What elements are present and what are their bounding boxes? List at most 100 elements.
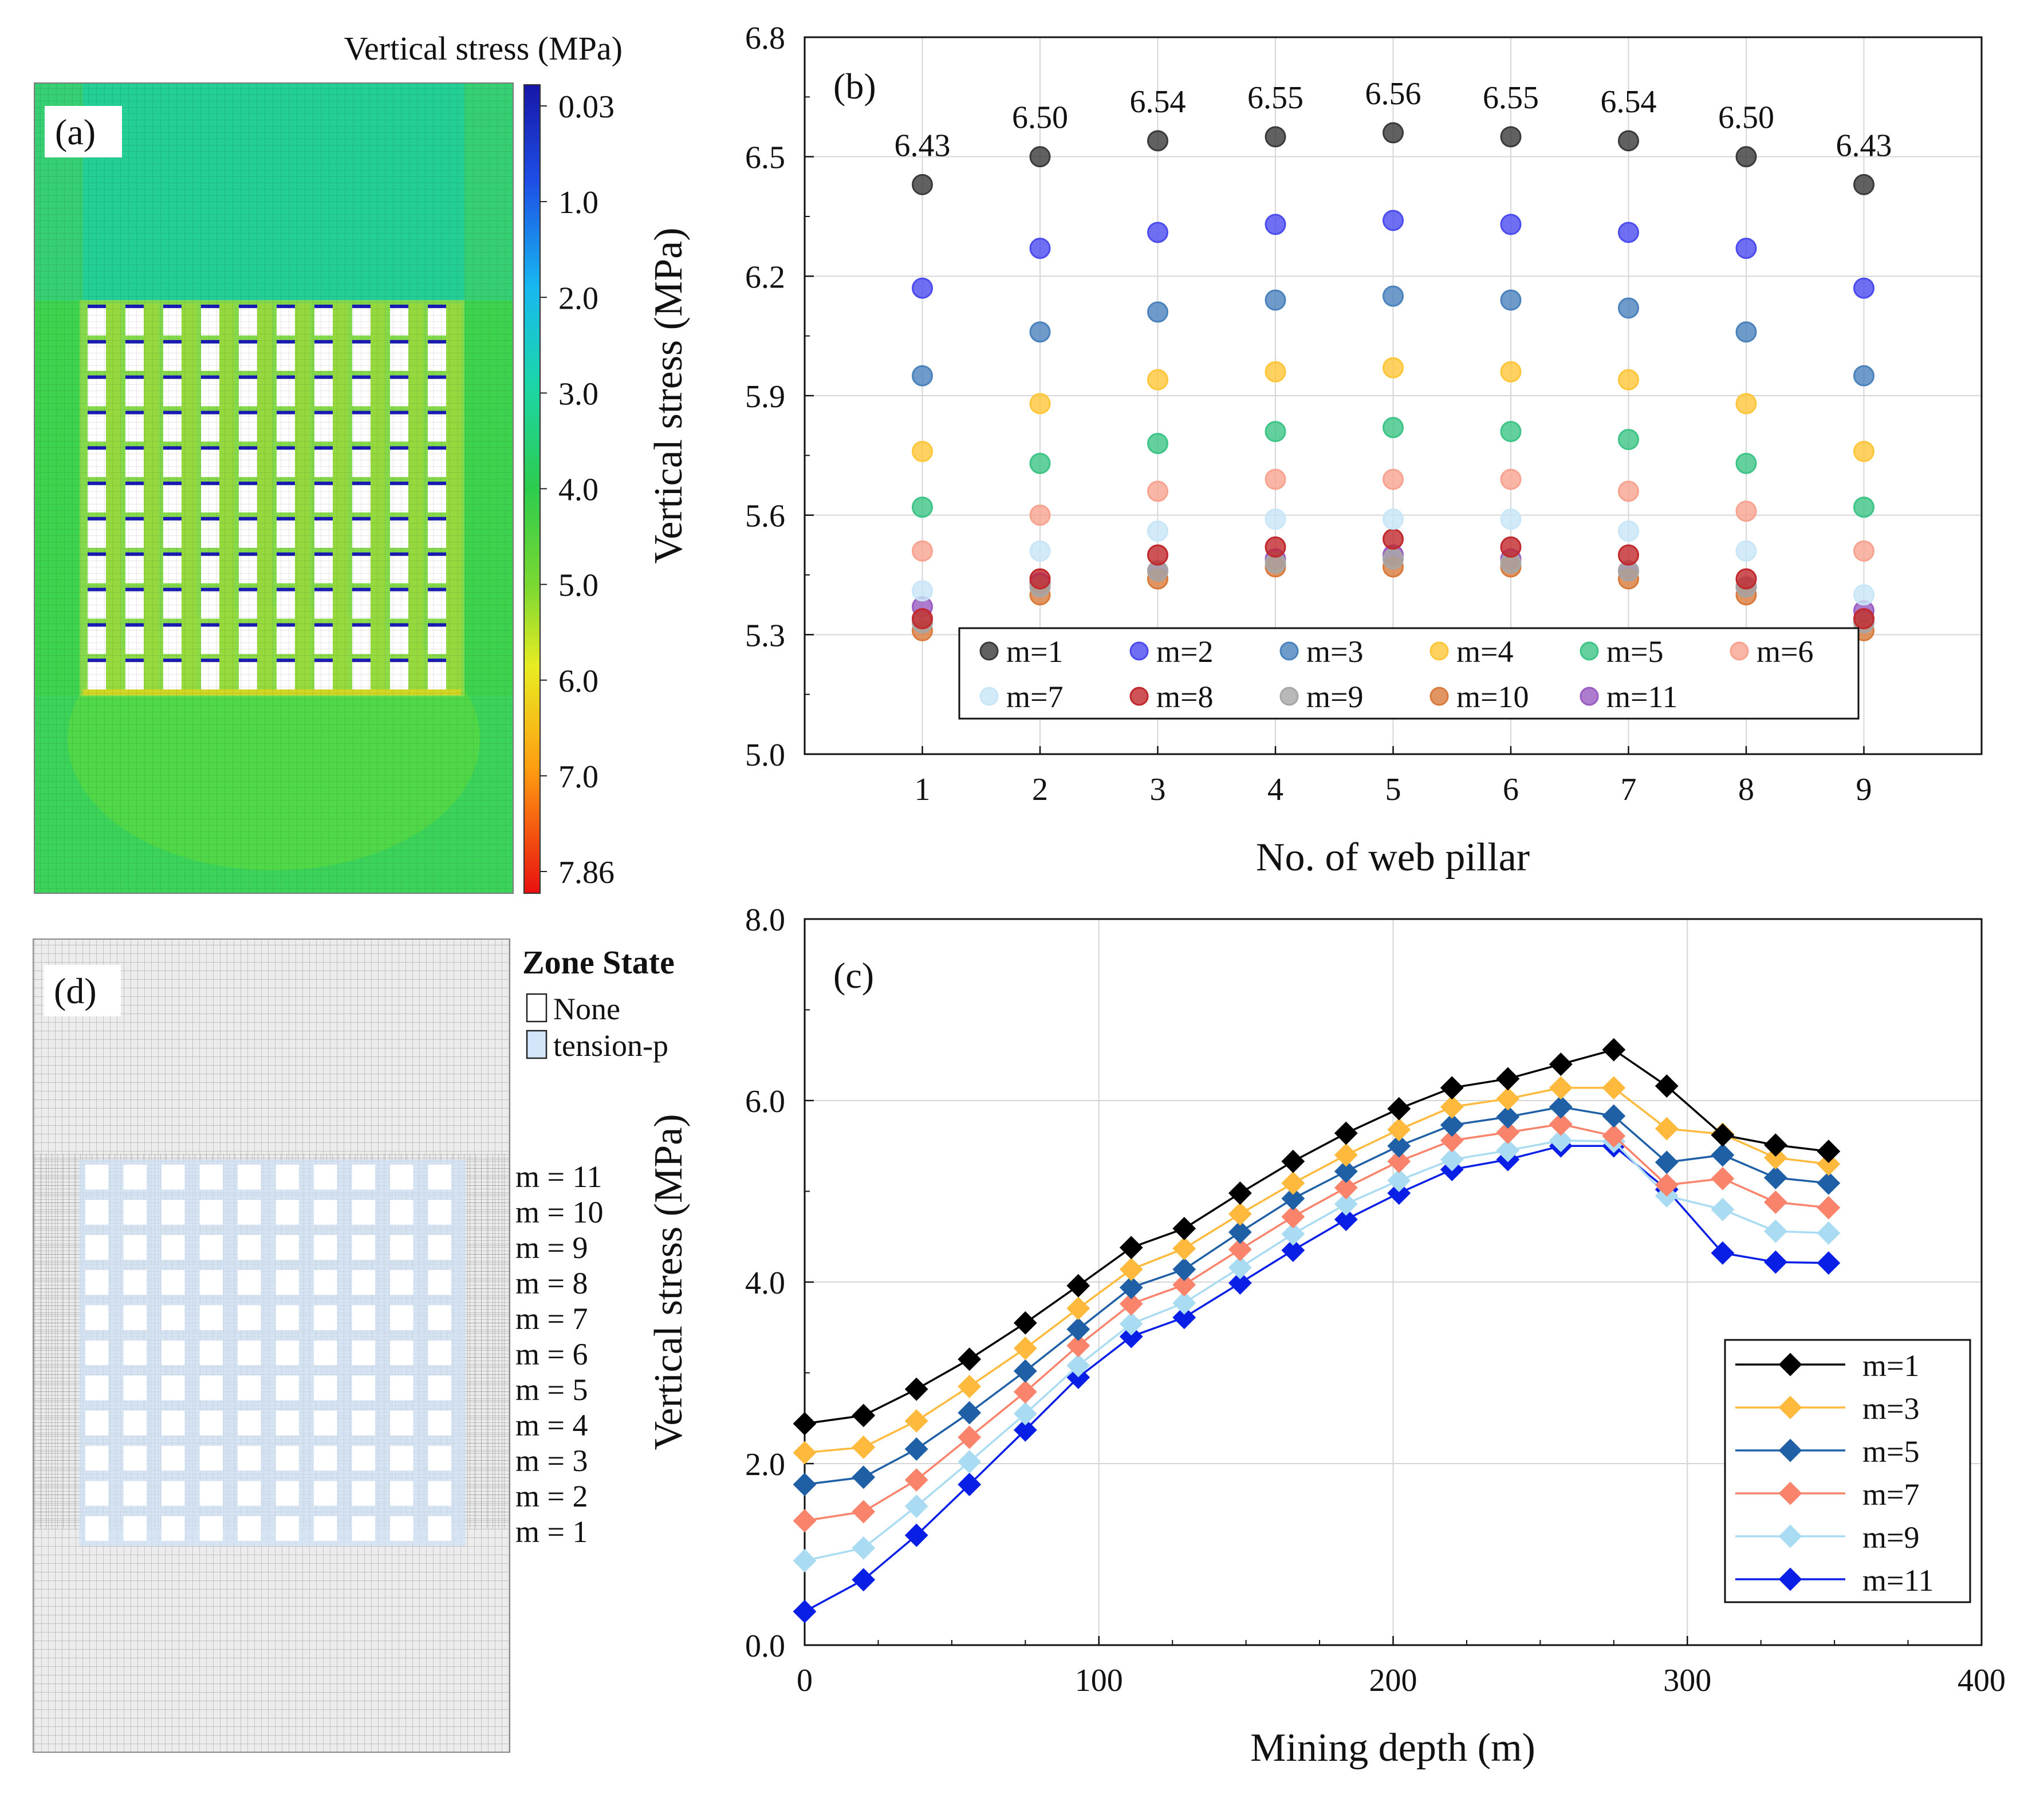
data-point <box>1172 1217 1196 1240</box>
data-point <box>1500 468 1522 490</box>
data-point <box>1602 1124 1626 1148</box>
goaf-cell <box>85 1165 109 1190</box>
goaf-cell <box>390 1235 413 1260</box>
panel-c-xlabel: Mining depth (m) <box>1250 1726 1535 1770</box>
data-point <box>1029 540 1051 562</box>
data-point <box>1172 1236 1196 1260</box>
data-point <box>1029 452 1051 474</box>
data-point <box>958 1425 982 1449</box>
data-point <box>793 1411 817 1436</box>
goaf-cell <box>238 1375 261 1401</box>
data-point <box>852 1536 876 1560</box>
data-point <box>904 1437 928 1461</box>
goaf-cell <box>352 1340 375 1366</box>
data-point <box>1853 174 1874 195</box>
legend-label: m=1 <box>1862 1348 1919 1383</box>
data-point <box>1172 1306 1196 1330</box>
legend-marker <box>1730 641 1749 661</box>
data-point <box>1618 222 1639 243</box>
tick-label-x: 300 <box>1663 1663 1711 1698</box>
data-point <box>1265 361 1286 383</box>
data-point <box>1711 1123 1735 1147</box>
data-point <box>1500 289 1522 311</box>
goaf-cell <box>352 1305 375 1330</box>
series-line <box>804 1145 1829 1612</box>
data-point <box>1817 1139 1841 1164</box>
data-point <box>1387 1149 1411 1173</box>
data-point <box>1013 1311 1037 1335</box>
goaf-cell <box>390 1410 413 1436</box>
data-point <box>1383 548 1404 570</box>
data-point <box>1265 289 1286 311</box>
panel-d: (d) Zone State None tension-p m = 11m = … <box>33 939 675 1753</box>
data-point <box>1383 285 1404 307</box>
row-label: m = 10 <box>515 1195 603 1229</box>
goaf-cell <box>275 1481 299 1506</box>
legend-swatch-tension <box>526 1030 548 1059</box>
panel-b-xlabel: No. of web pillar <box>1256 835 1530 880</box>
data-point <box>1281 1171 1305 1195</box>
data-point <box>958 1473 982 1496</box>
data-point <box>1119 1276 1143 1299</box>
data-point <box>1763 1133 1787 1157</box>
row-label: m = 8 <box>515 1266 588 1300</box>
panel-c-label: (c) <box>833 955 874 996</box>
goaf-cell <box>85 1375 109 1401</box>
value-annotation: 6.43 <box>1836 128 1892 163</box>
goaf-cell <box>199 1165 223 1190</box>
goaf-cell <box>162 1305 185 1330</box>
tick-label-x: 100 <box>1075 1663 1123 1698</box>
data-point <box>1383 357 1404 378</box>
goaf-cell <box>85 1445 109 1471</box>
goaf-cell <box>123 1340 147 1366</box>
goaf-cell <box>390 1516 413 1541</box>
legend-label: m=5 <box>1606 634 1663 669</box>
value-annotation: 6.54 <box>1130 84 1186 120</box>
series-m-7 <box>912 508 1874 606</box>
data-point <box>1013 1380 1037 1404</box>
row-label: m = 6 <box>515 1337 588 1371</box>
data-point <box>1500 508 1522 530</box>
colorbar-tick-label: 5.0 <box>558 568 598 604</box>
series-m-6 <box>912 468 1874 562</box>
data-point <box>1265 536 1286 558</box>
data-point <box>1172 1273 1196 1297</box>
legend-marker <box>1429 687 1449 706</box>
data-point <box>1265 214 1286 235</box>
row-labels: m = 11m = 10m = 9m = 8m = 7m = 6m = 5m =… <box>515 1160 603 1549</box>
goaf-cell <box>314 1235 337 1260</box>
series-m-8 <box>912 528 1874 630</box>
tick-label-y: 5.6 <box>745 499 785 534</box>
goaf-cell <box>162 1270 185 1295</box>
goaf-cell <box>275 1516 299 1541</box>
data-point <box>1853 540 1874 562</box>
tick-label-y: 4.0 <box>745 1265 785 1301</box>
goaf-cell <box>314 1375 337 1401</box>
row-label: m = 5 <box>515 1373 588 1407</box>
data-point <box>904 1377 928 1401</box>
panel-c-ticks: 0 100 200 300 400 0.0 2.0 4.0 6.0 8.0 <box>745 902 2006 1698</box>
goaf-cell <box>352 1410 375 1436</box>
data-point <box>1029 504 1051 526</box>
goaf-cell <box>428 1235 451 1260</box>
series-m-1 <box>793 1038 1841 1436</box>
goaf-cell <box>238 1340 261 1366</box>
data-point <box>1147 301 1168 323</box>
legend-label: m=3 <box>1306 634 1363 669</box>
data-point <box>1387 1134 1411 1158</box>
data-point <box>1383 528 1404 550</box>
data-point <box>1013 1418 1037 1442</box>
legend-label: m=4 <box>1456 634 1513 669</box>
value-annotation: 6.56 <box>1365 76 1421 112</box>
legend-label: m=7 <box>1006 680 1063 714</box>
legend-marker <box>1129 641 1149 661</box>
goaf-cell <box>275 1270 299 1295</box>
data-point <box>1147 520 1168 542</box>
data-point <box>912 440 933 462</box>
legend-marker <box>1279 687 1299 706</box>
goaf-cell <box>199 1481 223 1506</box>
legend-label: m=10 <box>1456 680 1529 714</box>
goaf-cell <box>123 1445 147 1471</box>
legend-marker <box>1778 1395 1802 1420</box>
legend-marker <box>1580 641 1599 661</box>
